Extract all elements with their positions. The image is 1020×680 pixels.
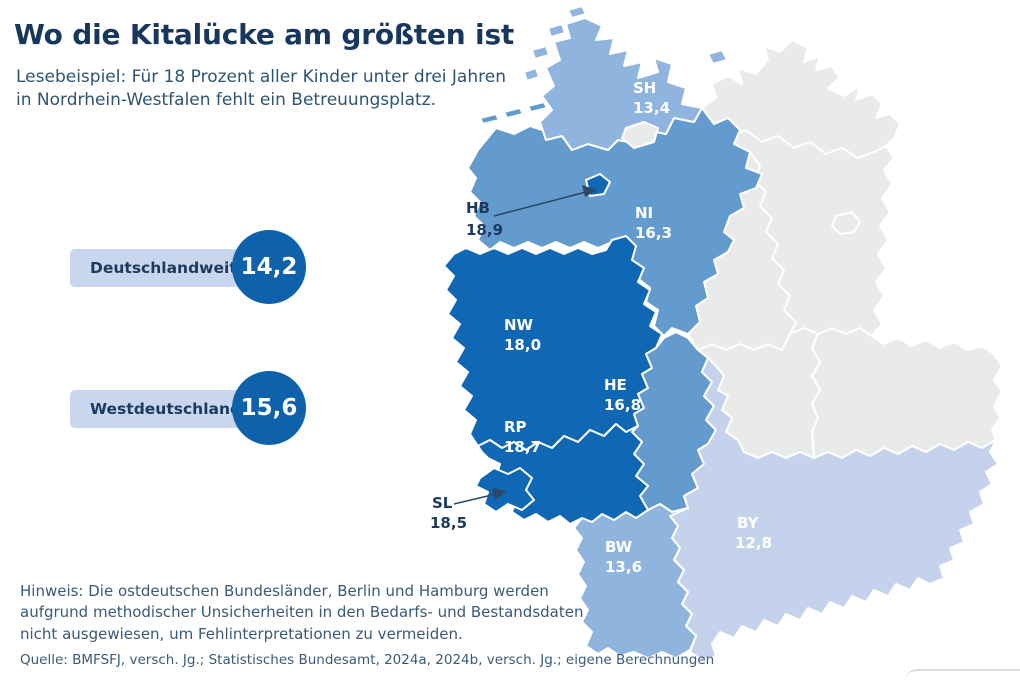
label-nw-value: 18,0 (504, 336, 541, 354)
bottom-right-frame-edge (905, 669, 1020, 680)
label-sh-value: 13,4 (633, 99, 670, 117)
label-rp-code: RP (504, 418, 527, 436)
region-hamburg (621, 121, 659, 149)
region-sl (475, 467, 535, 513)
label-hb-code: HB (466, 199, 490, 217)
reading-example-line-2: in Nordrhein-Westfalen fehlt ein Betreuu… (16, 90, 437, 111)
label-rp-value: 18,7 (504, 438, 541, 456)
region-sh (539, 17, 703, 151)
sl-callout-arrowhead-icon (492, 488, 507, 500)
sl-callout-line (453, 493, 497, 505)
label-ni-value: 16,3 (635, 224, 672, 242)
island-east-frisian-3 (527, 101, 548, 113)
badge-west-germany-label: Westdeutschland (70, 390, 257, 428)
island-north-frisian-1 (567, 5, 587, 19)
border-bb-sn (789, 327, 873, 337)
island-north-frisian-2 (547, 23, 566, 38)
border-st-th (697, 333, 791, 351)
region-nw (443, 235, 663, 451)
methodology-note-line-1: Hinweis: Die ostdeutschen Bundesländer, … (20, 582, 549, 600)
label-bw-code: BW (605, 538, 633, 556)
label-sl-code: SL (432, 494, 453, 512)
label-hb-value: 18,9 (466, 221, 503, 239)
hb-callout-line (493, 191, 587, 217)
region-bw (573, 503, 697, 659)
island-east-frisian-2 (503, 107, 524, 119)
methodology-note: Hinweis: Die ostdeutschen Bundesländer, … (20, 581, 583, 645)
island-north-frisian-4 (523, 67, 540, 82)
hb-callout-arrowhead-icon (582, 185, 597, 197)
border-th-sn (811, 333, 821, 457)
label-sl-value: 18,5 (430, 514, 467, 532)
label-he-value: 16,8 (604, 396, 641, 414)
badge-germany-label: Deutschlandweit (70, 249, 257, 287)
label-nw-code: NW (504, 316, 534, 334)
badge-germany-value: 14,2 (232, 230, 306, 304)
label-by-value: 12,8 (735, 534, 772, 552)
island-fehmarn (707, 49, 728, 65)
page-title: Wo die Kitalücke am größten ist (14, 18, 515, 51)
island-east-frisian-1 (479, 113, 500, 125)
reading-example-line-1: Lesebeispiel: Für 18 Prozent aller Kinde… (16, 67, 506, 87)
reading-example: Lesebeispiel: Für 18 Prozent aller Kinde… (16, 66, 506, 113)
source-line: Quelle: BMFSFJ, versch. Jg.; Statistisch… (20, 652, 715, 668)
label-ni-code: NI (635, 204, 653, 222)
methodology-note-line-3: nicht ausgewiesen, um Fehlinterpretation… (20, 624, 463, 643)
label-sh-code: SH (633, 79, 656, 97)
badge-west-germany-value: 15,6 (232, 371, 306, 445)
label-he-code: HE (604, 376, 627, 394)
label-bw-value: 13,6 (605, 558, 642, 576)
border-mv-bb (713, 123, 887, 159)
germany-choropleth-map: SH 13,4 NI 16,3 NW 18,0 HE 16,8 RP 18,7 … (430, 5, 1003, 661)
region-east-excluded (687, 39, 1003, 459)
island-north-frisian-3 (531, 45, 550, 60)
region-berlin (831, 211, 861, 235)
label-by-code: BY (737, 514, 760, 532)
methodology-note-line-2: aufgrund methodischer Unsicherheiten in … (20, 603, 584, 622)
